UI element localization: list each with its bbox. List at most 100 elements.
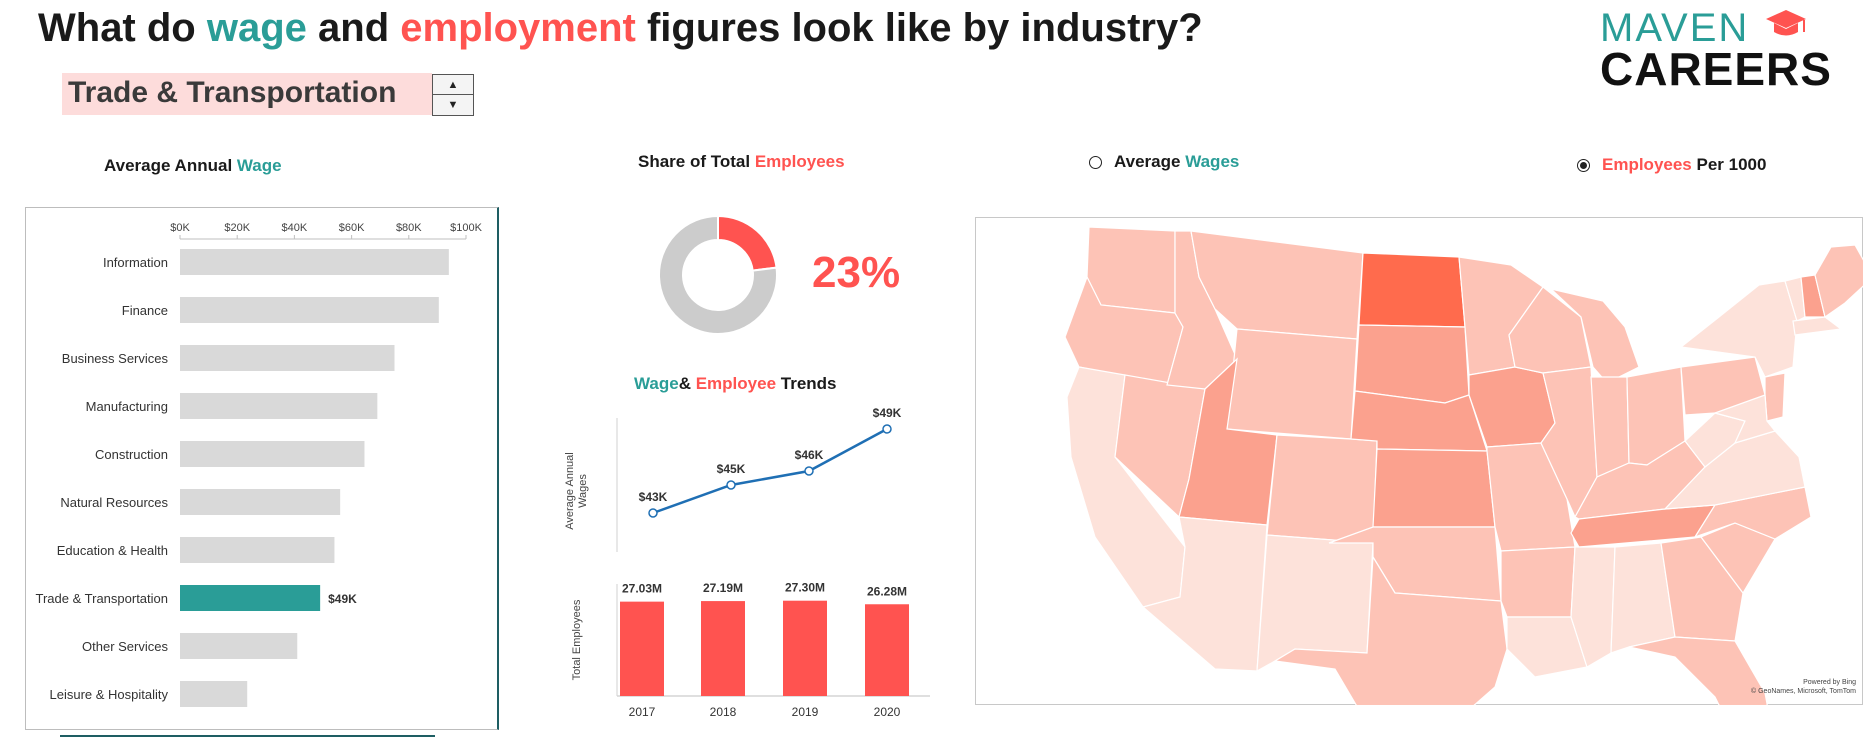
radio-wages-prefix: Average	[1114, 152, 1186, 171]
trend-title-suffix: Trends	[776, 374, 837, 393]
graduation-cap-icon	[1766, 10, 1806, 36]
state-WA[interactable]	[1086, 226, 1176, 314]
share-title-accent: Employees	[754, 152, 845, 171]
logo-maven-text: MAVEN	[1600, 6, 1750, 50]
wage-bar	[180, 297, 439, 323]
wage-tick-label: $60K	[339, 222, 365, 234]
state-CO[interactable]	[1266, 434, 1378, 544]
radio-employees-suffix: Per 1000	[1691, 155, 1767, 174]
trend-line-data-label: $43K	[639, 490, 668, 504]
wage-category-label: Information	[103, 255, 168, 270]
wage-bar-data-label: $49K	[328, 592, 357, 606]
wage-tick-label: $40K	[282, 222, 308, 234]
wage-bar	[180, 345, 395, 371]
trend-column-category: 2017	[629, 705, 656, 719]
state-MD[interactable]	[1712, 394, 1777, 444]
trend-line-point	[882, 424, 892, 434]
trend-line-point	[648, 508, 658, 518]
state-GA[interactable]	[1660, 536, 1744, 642]
trend-column-bar	[865, 604, 909, 696]
map-credit: Powered by Bing © GeoNames, Microsoft, T…	[1700, 678, 1856, 696]
title-part-0: What do	[38, 6, 207, 50]
trend-chart-title: Wage& Employee Trends	[634, 374, 837, 394]
wage-chart-scrollbar[interactable]	[60, 735, 435, 737]
employee-share-donut	[658, 214, 778, 335]
radio-employees-accent: Employees	[1602, 155, 1692, 174]
trend-column-data-label: 27.19M	[703, 581, 743, 595]
state-MS[interactable]	[1570, 546, 1616, 668]
wage-tick-label: $20K	[224, 222, 250, 234]
state-TX[interactable]	[1273, 555, 1508, 705]
trend-column-ylabel: Total Employees	[571, 599, 583, 680]
wage-category-label: Leisure & Hospitality	[50, 687, 169, 702]
employee-share-value: 23%	[812, 248, 901, 297]
state-ND[interactable]	[1358, 252, 1466, 328]
trend-line-data-label: $49K	[873, 406, 902, 420]
trend-column-data-label: 26.28M	[867, 584, 907, 598]
state-KS[interactable]	[1372, 448, 1496, 528]
trend-line-data-label: $46K	[795, 448, 824, 462]
state-AZ[interactable]	[1141, 516, 1268, 672]
state-LA[interactable]	[1506, 616, 1588, 678]
radio-wages-circle[interactable]	[1089, 155, 1102, 169]
wage-tick-label: $0K	[170, 222, 190, 234]
wage-bar	[180, 681, 248, 707]
industry-selector[interactable]: Trade & Transportation	[62, 73, 432, 115]
trend-line-point	[726, 480, 736, 490]
trend-column-data-label: 27.03M	[622, 582, 662, 596]
radio-employees-per-1000[interactable]: Employees Per 1000	[1577, 155, 1766, 175]
trend-line-data-label: $45K	[717, 462, 746, 476]
trend-line-ylabel: Average AnnualWages	[564, 452, 589, 529]
title-part-3: employment	[400, 6, 636, 50]
wage-bar	[180, 537, 335, 563]
wage-bar	[180, 489, 341, 515]
donut-slice	[658, 214, 778, 335]
trend-title-amp: &	[678, 374, 696, 393]
state-WY[interactable]	[1226, 328, 1358, 440]
wage-bar	[180, 441, 365, 467]
trend-line-series	[652, 427, 888, 515]
wage-category-label: Other Services	[82, 639, 168, 654]
triangle-up-icon[interactable]: ▲	[433, 75, 473, 95]
trend-column-bar	[783, 600, 827, 696]
wage-bar	[180, 585, 321, 611]
title-part-1: wage	[206, 6, 307, 50]
trend-column-bar	[701, 601, 745, 696]
title-part-2: and	[306, 6, 401, 50]
wage-category-label: Construction	[95, 447, 168, 462]
wage-title-prefix: Average Annual	[104, 156, 237, 175]
page-title: What do wage and employment figures look…	[38, 6, 1203, 51]
title-part-4: figures look like by industry?	[635, 6, 1203, 50]
wage-bar	[180, 249, 449, 275]
wage-category-label: Natural Resources	[60, 495, 168, 510]
maven-careers-logo: MAVEN CAREERS	[1600, 4, 1831, 95]
wage-tick-label: $80K	[396, 222, 422, 234]
state-FL[interactable]	[1628, 636, 1775, 705]
trend-title-employee: Employee	[695, 374, 777, 393]
wage-category-label: Trade & Transportation	[36, 591, 168, 606]
employee-trend-column-chart: Total Employees 27.03M 2017 27.19M 2018 27.30…	[571, 581, 930, 719]
donut-slice	[717, 214, 778, 272]
share-chart-title: Share of Total Employees	[638, 152, 845, 172]
industry-spinner[interactable]: ▲ ▼	[432, 74, 474, 116]
state-MA[interactable]	[1792, 316, 1843, 336]
radio-average-wages[interactable]: Average Wages	[1089, 152, 1239, 172]
state-ME[interactable]	[1814, 244, 1863, 318]
wage-trend-line-chart: Average AnnualWages $43K $45K $46K $49K	[564, 406, 902, 552]
wage-category-label: Business Services	[62, 351, 169, 366]
radio-employees-circle[interactable]	[1577, 158, 1590, 172]
state-AR[interactable]	[1500, 546, 1576, 618]
state-SD[interactable]	[1354, 324, 1470, 404]
state-NJ[interactable]	[1764, 372, 1786, 422]
triangle-down-icon[interactable]: ▼	[447, 98, 459, 111]
wage-title-accent: Wage	[236, 156, 282, 175]
state-IN[interactable]	[1590, 376, 1630, 478]
radio-wages-accent: Wages	[1185, 152, 1240, 171]
radio-employees-label: Employees Per 1000	[1602, 155, 1766, 175]
state-MI[interactable]	[1548, 287, 1640, 384]
wage-tick-label: $100K	[450, 222, 482, 234]
trend-column-bar	[620, 601, 664, 696]
us-choropleth-map	[1064, 226, 1863, 705]
logo-careers-text: CAREERS	[1600, 43, 1832, 95]
share-title-prefix: Share of Total	[638, 152, 755, 171]
